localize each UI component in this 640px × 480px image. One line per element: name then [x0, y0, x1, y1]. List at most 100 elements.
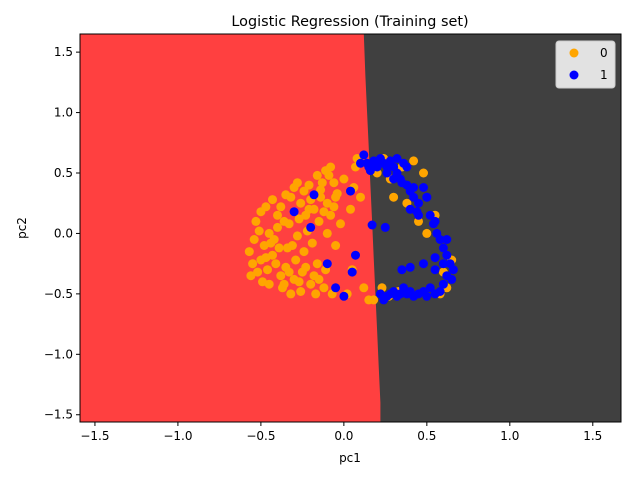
data-point-class-0: [331, 241, 341, 250]
data-point-class-1: [409, 183, 419, 192]
data-point-class-1: [419, 183, 428, 192]
y-tick-label: 1.0: [54, 106, 73, 120]
data-point-class-0: [319, 283, 329, 293]
data-point-class-0: [294, 214, 304, 224]
decision-regions: [80, 34, 621, 422]
data-point-class-1: [346, 186, 355, 196]
data-point-class-1: [442, 271, 452, 281]
data-point-class-0: [279, 216, 289, 226]
data-point-class-0: [264, 228, 274, 238]
data-point-class-0: [319, 207, 329, 217]
data-point-class-1: [442, 235, 452, 244]
data-point-class-1: [375, 289, 385, 299]
data-point-class-1: [419, 259, 428, 269]
data-point-class-0: [312, 170, 322, 180]
legend-marker-1: [569, 70, 579, 80]
data-point-class-0: [312, 259, 322, 269]
data-point-class-1: [430, 253, 440, 263]
data-point-class-0: [274, 243, 284, 253]
data-point-class-0: [251, 216, 261, 226]
data-point-class-1: [430, 265, 440, 275]
y-axis-label: pc2: [15, 217, 29, 239]
data-point-class-0: [271, 259, 281, 269]
data-point-class-1: [331, 283, 341, 293]
data-point-class-0: [304, 180, 314, 190]
x-tick-label: −1.0: [163, 429, 192, 443]
data-point-class-1: [430, 216, 440, 226]
data-point-class-0: [326, 210, 336, 220]
data-point-class-1: [402, 162, 412, 172]
data-point-class-0: [268, 195, 277, 205]
data-point-class-1: [359, 150, 369, 160]
data-point-class-0: [276, 202, 286, 212]
legend-label-0: 0: [600, 46, 608, 60]
plot-frame: [79, 33, 622, 423]
data-point-class-1: [367, 220, 377, 230]
data-point-class-0: [292, 178, 302, 188]
data-point-class-0: [287, 241, 297, 250]
data-point-class-1: [382, 162, 392, 172]
data-point-class-1: [448, 265, 458, 275]
data-point-class-0: [356, 192, 365, 202]
x-tick-label: −0.5: [246, 429, 275, 443]
data-point-class-0: [261, 202, 271, 212]
data-point-class-1: [425, 210, 435, 220]
data-point-class-0: [254, 226, 264, 236]
data-point-class-0: [273, 210, 282, 220]
y-tick-label: −1.5: [44, 408, 73, 422]
data-point-class-0: [359, 283, 369, 293]
data-point-class-1: [435, 235, 445, 244]
legend-marker-0: [569, 48, 579, 58]
data-point-class-0: [346, 204, 355, 214]
y-tick-label: 0.0: [54, 226, 73, 240]
chart-title: Logistic Regression (Training set): [231, 14, 468, 30]
data-point-class-0: [321, 166, 331, 176]
legend: 0 1: [555, 40, 616, 89]
data-point-class-0: [249, 235, 259, 244]
y-tick-label: 0.5: [54, 166, 73, 180]
data-point-class-1: [364, 162, 374, 172]
data-point-class-0: [253, 267, 263, 277]
data-point-class-0: [336, 219, 345, 229]
series-1-points: [289, 150, 458, 305]
data-point-class-0: [296, 287, 306, 296]
data-point-class-0: [389, 192, 399, 202]
data-point-class-1: [309, 190, 319, 200]
data-point-class-1: [322, 259, 332, 269]
data-point-class-0: [306, 279, 316, 289]
data-point-class-0: [292, 231, 302, 241]
data-point-class-0: [301, 210, 311, 220]
data-point-class-0: [286, 289, 296, 299]
data-point-class-0: [279, 279, 289, 289]
data-point-class-1: [372, 158, 382, 168]
x-axis-label: pc1: [339, 451, 361, 465]
data-point-class-1: [389, 174, 399, 184]
data-point-class-0: [258, 277, 267, 287]
data-point-class-0: [322, 198, 332, 208]
x-tick-label: −1.5: [80, 429, 109, 443]
data-point-class-0: [273, 222, 282, 232]
data-point-class-0: [309, 204, 319, 214]
data-point-class-0: [329, 202, 339, 212]
data-point-class-0: [314, 274, 324, 284]
data-point-class-1: [339, 291, 349, 301]
data-point-class-0: [296, 198, 306, 208]
data-point-class-0: [284, 267, 294, 277]
data-point-class-1: [351, 250, 360, 260]
data-point-class-1: [289, 207, 299, 217]
data-point-class-1: [442, 250, 452, 260]
data-point-class-1: [397, 265, 407, 275]
data-point-class-1: [409, 192, 419, 202]
data-point-class-0: [316, 185, 326, 195]
data-point-class-1: [438, 243, 448, 253]
y-axis: −1.5 −1.0 −0.5 0.0 0.5 1.0 1.5: [44, 45, 80, 422]
x-tick-label: 1.5: [583, 429, 602, 443]
data-point-class-0: [322, 228, 332, 238]
data-point-class-0: [263, 265, 272, 275]
data-point-class-0: [291, 255, 301, 265]
data-point-class-0: [409, 156, 419, 166]
region-class-0: [80, 34, 381, 422]
y-tick-label: −0.5: [44, 287, 73, 301]
data-point-class-1: [412, 207, 422, 217]
